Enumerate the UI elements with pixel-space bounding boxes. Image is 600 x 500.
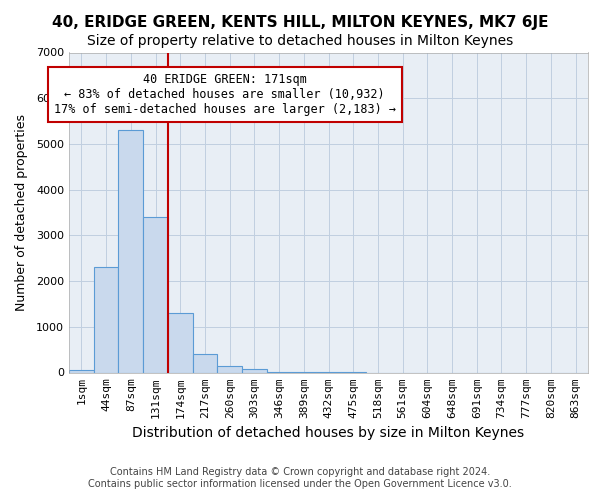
Bar (69, 370, 94, 372)
Y-axis label: Number of detached properties: Number of detached properties (14, 114, 28, 311)
Bar (242, 369, 267, 372)
Bar (143, 217, 168, 372)
X-axis label: Distribution of detached houses by size in Milton Keynes: Distribution of detached houses by size … (133, 426, 524, 440)
Text: Size of property relative to detached houses in Milton Keynes: Size of property relative to detached ho… (87, 34, 513, 48)
Text: Contains HM Land Registry data © Crown copyright and database right 2024.
Contai: Contains HM Land Registry data © Crown c… (88, 468, 512, 489)
Bar (94, 268, 118, 372)
Bar (217, 366, 242, 372)
Bar (193, 354, 217, 372)
Text: 40 ERIDGE GREEN: 171sqm
← 83% of detached houses are smaller (10,932)
17% of sem: 40 ERIDGE GREEN: 171sqm ← 83% of detache… (53, 74, 396, 116)
Text: 40, ERIDGE GREEN, KENTS HILL, MILTON KEYNES, MK7 6JE: 40, ERIDGE GREEN, KENTS HILL, MILTON KEY… (52, 15, 548, 30)
Bar (118, 130, 143, 372)
Bar (168, 313, 193, 372)
